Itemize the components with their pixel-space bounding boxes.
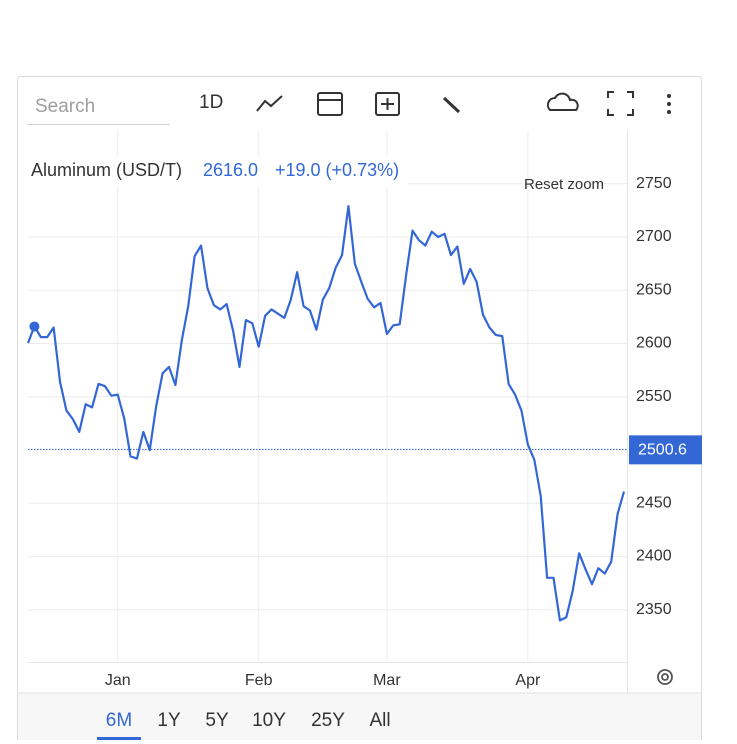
last-price: 2616.0 xyxy=(203,160,258,180)
range-button[interactable]: 1Y xyxy=(157,710,181,731)
range-button[interactable]: 25Y xyxy=(311,710,345,731)
more-icon[interactable] xyxy=(667,94,671,114)
gear-icon[interactable] xyxy=(657,669,673,685)
calendar-icon[interactable] xyxy=(317,92,343,116)
x-tick-label: Apr xyxy=(515,672,541,689)
current-value-badge xyxy=(629,435,702,465)
range-bar xyxy=(18,693,701,740)
plot-area xyxy=(26,130,627,663)
x-tick-label: Mar xyxy=(373,672,401,689)
y-tick-label: 2750 xyxy=(636,175,672,192)
y-tick-label: 2550 xyxy=(636,388,672,405)
range-button[interactable]: 6M xyxy=(106,710,132,731)
interval-button[interactable]: 1D xyxy=(199,92,223,113)
settings-wrench-icon[interactable] xyxy=(442,96,461,114)
add-indicator-icon[interactable] xyxy=(375,92,400,116)
price-line xyxy=(26,205,626,622)
range-button[interactable]: All xyxy=(369,710,390,731)
y-tick-label: 2400 xyxy=(636,548,672,565)
fullscreen-icon[interactable] xyxy=(607,91,634,116)
y-tick-label: 2600 xyxy=(636,335,672,352)
download-icon[interactable] xyxy=(546,92,579,111)
y-tick-label: 2700 xyxy=(636,228,672,245)
card xyxy=(17,76,702,744)
price-change: +19.0 (+0.73%) xyxy=(275,160,399,180)
y-tick-label: 2450 xyxy=(636,494,672,511)
search-input[interactable]: Search xyxy=(35,96,95,117)
reset-zoom-button[interactable]: Reset zoom xyxy=(524,176,604,193)
chart-type-icon[interactable] xyxy=(256,95,283,112)
y-tick-label: 2350 xyxy=(636,601,672,618)
x-tick-label: Jan xyxy=(105,672,131,689)
current-value-label: 2500.6 xyxy=(638,442,687,459)
y-tick-label: 2650 xyxy=(636,281,672,298)
instrument-title: Aluminum (USD/T) xyxy=(31,160,182,180)
hover-marker xyxy=(29,321,40,332)
range-button[interactable]: 10Y xyxy=(252,710,286,731)
legend-box xyxy=(26,156,408,186)
x-tick-label: Feb xyxy=(245,672,273,689)
toolbar-icons xyxy=(256,91,634,116)
range-button[interactable]: 5Y xyxy=(205,710,229,731)
